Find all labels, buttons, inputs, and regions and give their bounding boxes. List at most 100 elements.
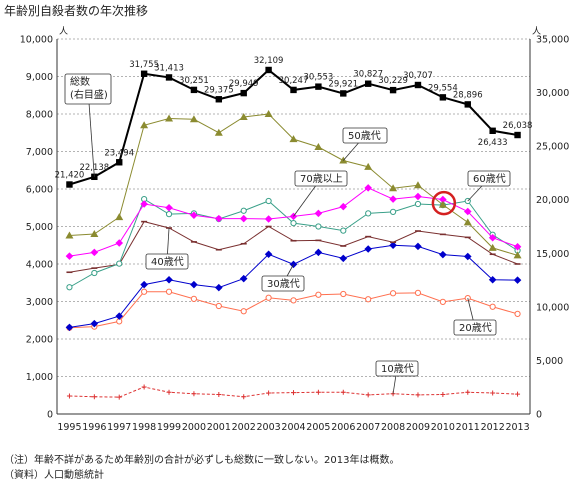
data-label: 28,896 bbox=[453, 90, 483, 100]
data-point bbox=[215, 96, 223, 103]
data-label: 31,755 bbox=[129, 60, 159, 70]
data-point bbox=[240, 89, 247, 97]
data-point bbox=[514, 131, 521, 139]
callout-label: 20歳代 bbox=[459, 322, 492, 334]
callout-box bbox=[375, 360, 419, 377]
data-point bbox=[489, 303, 496, 310]
y-right-tick-label: 10,000 bbox=[536, 302, 569, 313]
x-tick-label: 1995 bbox=[57, 422, 81, 433]
y-left-unit: 人 bbox=[59, 26, 68, 37]
footnote: （注）年齢不詳があるため年齢別の合計が必ずしも総数に一致しない。2013年は概数… bbox=[4, 455, 400, 466]
callout-label: 30歳代 bbox=[267, 278, 300, 290]
data-label: 29,949 bbox=[229, 79, 259, 89]
data-point bbox=[190, 211, 198, 220]
x-tick-label: 2001 bbox=[207, 422, 231, 433]
callout-box bbox=[342, 127, 388, 144]
data-point bbox=[413, 181, 422, 189]
data-label: 30,251 bbox=[179, 76, 209, 86]
data-point bbox=[190, 280, 198, 289]
data-point bbox=[190, 86, 198, 94]
callout-50歳代: 50歳代 bbox=[342, 127, 388, 161]
data-point bbox=[165, 114, 174, 122]
data-point bbox=[389, 290, 397, 297]
data-point bbox=[215, 302, 222, 310]
x-tick-label: 2002 bbox=[232, 422, 256, 433]
y-left-tick-label: 5,000 bbox=[26, 222, 53, 233]
callout-label: 総数 bbox=[70, 75, 90, 88]
callout-box bbox=[467, 170, 511, 187]
y-left-tick-label: 8,000 bbox=[26, 110, 53, 121]
callout-label: 10歳代 bbox=[381, 363, 414, 375]
callout-30歳代: 30歳代 bbox=[261, 264, 305, 292]
y-right-tick-label: 15,000 bbox=[536, 249, 569, 260]
x-tick-label: 2013 bbox=[505, 422, 529, 433]
data-point bbox=[439, 298, 446, 305]
x-tick-label: 1998 bbox=[132, 422, 156, 433]
data-point bbox=[116, 260, 123, 267]
y-right-tick-label: 30,000 bbox=[536, 88, 569, 99]
y-left-tick-label: 7,000 bbox=[26, 147, 53, 158]
x-tick-label: 2009 bbox=[406, 422, 430, 433]
data-point bbox=[239, 214, 248, 223]
data-point bbox=[488, 233, 497, 242]
x-tick-label: 2006 bbox=[331, 422, 355, 433]
data-point bbox=[140, 200, 148, 208]
y-left-tick-label: 10,000 bbox=[20, 35, 53, 46]
data-point bbox=[414, 289, 422, 296]
data-point bbox=[513, 242, 522, 251]
data-point bbox=[439, 94, 447, 101]
x-tick-label: 2007 bbox=[356, 422, 380, 433]
source-note: （資料）人口動態統計 bbox=[4, 470, 104, 481]
data-point bbox=[264, 250, 273, 259]
callout-label: 50歳代 bbox=[348, 130, 381, 142]
data-label: 30,229 bbox=[378, 76, 408, 86]
data-point bbox=[240, 207, 247, 214]
y-left-tick-label: 2,000 bbox=[26, 335, 53, 346]
callout-label: 70歳以上 bbox=[300, 173, 343, 185]
data-point bbox=[165, 211, 173, 218]
data-point bbox=[364, 245, 372, 253]
callout-40歳代: 40歳代 bbox=[145, 227, 189, 270]
data-point bbox=[340, 227, 347, 234]
page-title: 年齢別自殺者数の年次推移 bbox=[4, 4, 149, 18]
data-point bbox=[189, 115, 198, 123]
data-point bbox=[66, 284, 73, 291]
data-point bbox=[414, 200, 422, 208]
data-point bbox=[265, 294, 272, 301]
data-point bbox=[290, 220, 297, 227]
x-tick-label: 1999 bbox=[157, 422, 181, 433]
data-point bbox=[314, 248, 323, 257]
callout-label: 60歳代 bbox=[473, 173, 506, 185]
data-point bbox=[165, 288, 173, 295]
data-point bbox=[389, 208, 397, 215]
x-tick-label: 1996 bbox=[82, 422, 106, 433]
data-point bbox=[215, 283, 223, 292]
data-label: 30,247 bbox=[279, 76, 309, 86]
callout-label: 40歳代 bbox=[151, 256, 184, 268]
data-point bbox=[339, 254, 348, 263]
series-10歳代 bbox=[66, 384, 521, 400]
data-label: 30,553 bbox=[304, 73, 334, 83]
data-point bbox=[463, 218, 472, 226]
data-point bbox=[389, 184, 398, 192]
data-point bbox=[463, 252, 472, 261]
data-point bbox=[315, 291, 322, 298]
y-left-tick-label: 3,000 bbox=[26, 297, 53, 308]
x-tick-label: 2004 bbox=[281, 422, 305, 433]
x-tick-label: 1997 bbox=[107, 422, 131, 433]
data-point bbox=[438, 200, 447, 208]
data-point bbox=[340, 90, 347, 97]
data-point bbox=[463, 207, 472, 216]
data-point bbox=[464, 101, 471, 108]
data-point bbox=[289, 135, 298, 143]
y-right-unit: 人 bbox=[532, 26, 541, 37]
data-point bbox=[116, 159, 123, 166]
highlight-circle bbox=[431, 190, 457, 216]
callout-10歳代: 10歳代 bbox=[375, 360, 419, 394]
data-point bbox=[389, 241, 397, 250]
data-point bbox=[90, 319, 99, 328]
data-point bbox=[165, 74, 173, 81]
callout-box bbox=[261, 275, 305, 292]
y-right-tick-label: 20,000 bbox=[536, 195, 569, 206]
